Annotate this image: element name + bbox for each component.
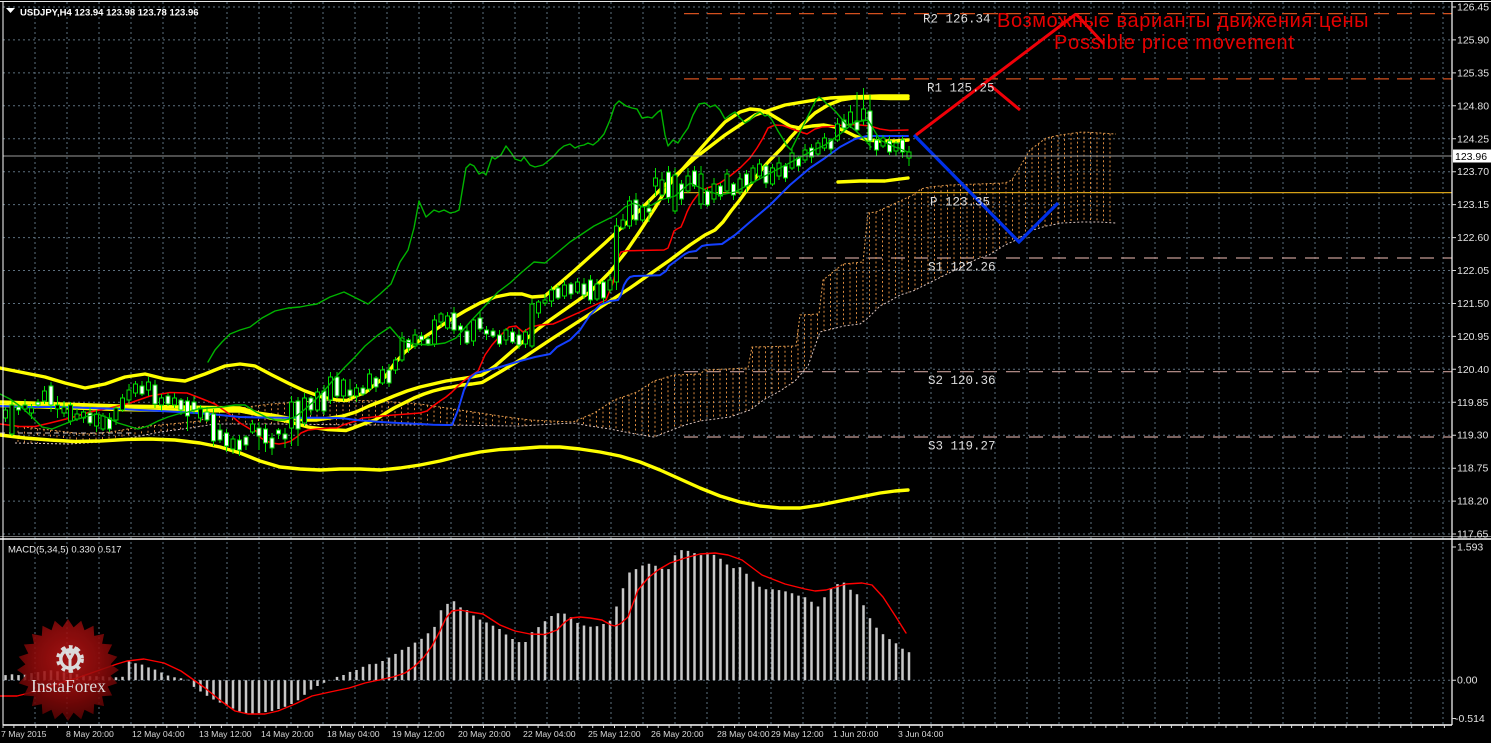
svg-text:117.65: 117.65	[1457, 529, 1488, 541]
svg-text:7 May 2015: 7 May 2015	[1, 729, 47, 739]
svg-text:InstaForex: InstaForex	[31, 676, 106, 696]
svg-text:123.96: 123.96	[1455, 151, 1487, 163]
svg-text:119.30: 119.30	[1457, 430, 1488, 442]
svg-text:8 May 20:00: 8 May 20:00	[66, 729, 114, 739]
svg-text:126.45: 126.45	[1457, 2, 1489, 14]
svg-text:19 May 12:00: 19 May 12:00	[392, 729, 445, 739]
svg-text:3 Jun 04:00: 3 Jun 04:00	[898, 729, 944, 739]
svg-text:123.15: 123.15	[1457, 199, 1489, 211]
svg-text:R1 125.25: R1 125.25	[927, 82, 995, 96]
svg-text:125.90: 125.90	[1457, 34, 1489, 46]
svg-text:119.85: 119.85	[1457, 397, 1488, 409]
svg-text:28 May 04:00: 28 May 04:00	[717, 729, 770, 739]
svg-text:-0.514: -0.514	[1455, 713, 1485, 725]
svg-text:20 May 20:00: 20 May 20:00	[458, 729, 511, 739]
svg-text:S1 122.26: S1 122.26	[928, 261, 996, 275]
svg-text:1 Jun 20:00: 1 Jun 20:00	[833, 729, 879, 739]
svg-text:Возможные варианты движения це: Возможные варианты движения цены	[997, 10, 1369, 32]
svg-text:1.593: 1.593	[1457, 542, 1483, 554]
svg-text:118.20: 118.20	[1457, 496, 1488, 508]
svg-text:12 May 04:00: 12 May 04:00	[132, 729, 185, 739]
svg-text:122.05: 122.05	[1457, 265, 1489, 277]
svg-text:18 May 04:00: 18 May 04:00	[327, 729, 380, 739]
svg-text:120.40: 120.40	[1457, 364, 1489, 376]
svg-text:S3 119.27: S3 119.27	[928, 440, 996, 454]
svg-text:25 May 12:00: 25 May 12:00	[588, 729, 641, 739]
svg-text:123.70: 123.70	[1457, 166, 1489, 178]
svg-text:26 May 20:00: 26 May 20:00	[651, 729, 704, 739]
svg-text:P 123.35: P 123.35	[930, 196, 990, 210]
svg-text:29 May 12:00: 29 May 12:00	[771, 729, 824, 739]
svg-text:118.75: 118.75	[1457, 463, 1488, 475]
svg-text:S2 120.36: S2 120.36	[928, 374, 996, 388]
svg-text:120.95: 120.95	[1457, 331, 1489, 343]
svg-text:121.50: 121.50	[1457, 298, 1489, 310]
svg-text:13 May 12:00: 13 May 12:00	[199, 729, 252, 739]
svg-text:14 May 20:00: 14 May 20:00	[261, 729, 314, 739]
svg-text:USDJPY,H4 123.94 123.98 123.7: USDJPY,H4 123.94 123.98 123.78 123.96	[20, 8, 199, 19]
svg-text:22 May 04:00: 22 May 04:00	[523, 729, 576, 739]
svg-text:122.60: 122.60	[1457, 232, 1489, 244]
svg-text:124.80: 124.80	[1457, 100, 1489, 112]
svg-text:0.00: 0.00	[1457, 675, 1478, 687]
svg-text:124.25: 124.25	[1457, 133, 1489, 145]
svg-text:MACD(5,34,5) 0.330 0.517: MACD(5,34,5) 0.330 0.517	[8, 545, 122, 556]
svg-text:125.35: 125.35	[1457, 67, 1489, 79]
svg-text:R2 126.34: R2 126.34	[923, 13, 991, 27]
svg-text:Possible price movement: Possible price movement	[1054, 32, 1295, 54]
